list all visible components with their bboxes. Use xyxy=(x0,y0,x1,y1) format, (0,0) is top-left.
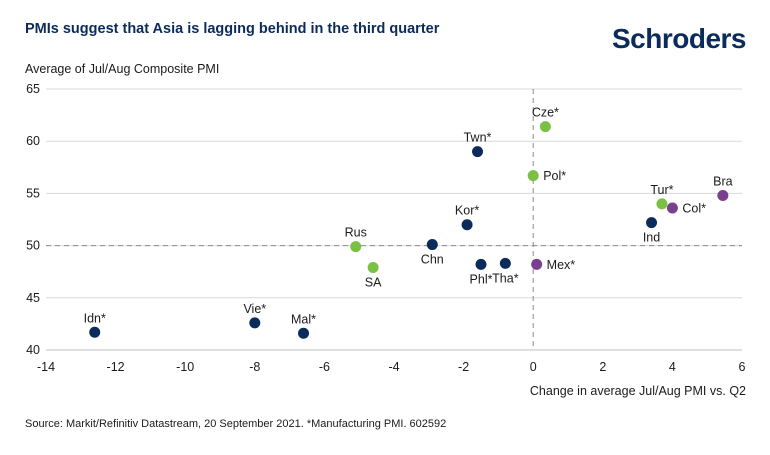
x-tick-label: -2 xyxy=(458,360,469,374)
x-tick-label: -14 xyxy=(37,360,55,374)
point-label: Phl* xyxy=(470,272,493,286)
y-tick-label: 65 xyxy=(26,82,40,96)
x-tick-label: -12 xyxy=(107,360,125,374)
point-label: Kor* xyxy=(455,204,479,218)
x-tick-label: 6 xyxy=(739,360,746,374)
chart-title: PMIs suggest that Asia is lagging behind… xyxy=(25,21,440,37)
point-label: Bra xyxy=(713,174,733,188)
point-label: Tha* xyxy=(492,271,519,285)
x-tick-label: 4 xyxy=(669,360,676,374)
y-axis-label: Average of Jul/Aug Composite PMI xyxy=(25,62,220,76)
y-tick-label: 60 xyxy=(26,134,40,148)
point-ind xyxy=(646,217,658,229)
x-tick-label: -6 xyxy=(319,360,330,374)
point-label: Tur* xyxy=(650,183,673,197)
point-tur xyxy=(656,198,668,210)
y-tick-label: 40 xyxy=(26,343,40,357)
point-label: Chn xyxy=(421,253,444,267)
point-label: Pol* xyxy=(543,169,566,183)
point-label: Twn* xyxy=(464,131,492,145)
point-tha xyxy=(499,257,511,269)
point-cze xyxy=(539,121,551,133)
point-label: Rus xyxy=(345,226,367,240)
point-label: Cze* xyxy=(532,106,559,120)
point-phl xyxy=(475,258,487,270)
point-vie xyxy=(249,317,261,329)
x-tick-label: 0 xyxy=(530,360,537,374)
point-rus xyxy=(350,241,362,253)
x-tick-label: -10 xyxy=(176,360,194,374)
x-tick-label: 2 xyxy=(599,360,606,374)
x-axis-label: Change in average Jul/Aug PMI vs. Q2 xyxy=(529,384,746,398)
point-kor xyxy=(461,219,473,231)
y-tick-label: 55 xyxy=(26,186,40,200)
point-label: Ind xyxy=(643,231,660,245)
point-sa xyxy=(367,262,379,274)
point-label: SA xyxy=(365,276,382,290)
point-label: Col* xyxy=(682,202,706,216)
point-col xyxy=(666,202,678,214)
point-bra xyxy=(717,189,729,201)
y-tick-label: 50 xyxy=(26,239,40,253)
point-pol xyxy=(527,170,539,182)
point-twn xyxy=(472,146,484,158)
point-mex xyxy=(531,258,543,270)
source-note: Source: Markit/Refinitiv Datastream, 20 … xyxy=(25,418,447,430)
x-tick-label: -8 xyxy=(249,360,260,374)
point-label: Mal* xyxy=(291,312,316,326)
point-idn xyxy=(89,326,101,338)
x-tick-label: -4 xyxy=(388,360,399,374)
point-label: Mex* xyxy=(547,258,576,272)
schroders-logo: Schroders xyxy=(612,23,747,54)
point-mal xyxy=(298,327,310,339)
point-label: Vie* xyxy=(243,302,266,316)
point-chn xyxy=(426,239,438,251)
y-tick-label: 45 xyxy=(26,291,40,305)
point-label: Idn* xyxy=(84,311,106,325)
